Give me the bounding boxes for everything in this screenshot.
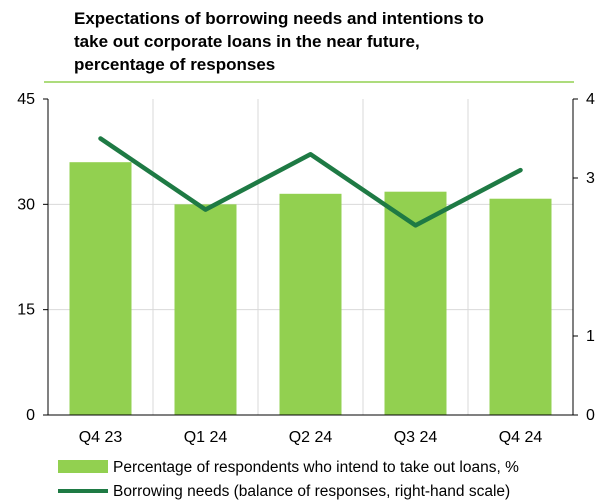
bar-3 [384, 191, 447, 415]
chart-title-line-3: percentage of responses [74, 55, 275, 74]
line-borrowing-needs [98, 136, 523, 228]
legend: Percentage of respondents who intend to … [58, 459, 519, 500]
chart-title-line-1: Expectations of borrowing needs and inte… [74, 9, 484, 28]
axes [43, 98, 578, 416]
bar-0 [69, 162, 132, 415]
right-tick-label-1: 1 [586, 328, 595, 345]
x-tick-label-0: Q4 23 [79, 429, 123, 446]
x-tick-label-4: Q4 24 [499, 429, 543, 446]
bar-series [69, 162, 552, 415]
bar-2 [279, 193, 342, 415]
tick-labels: 0 15 30 45 0 1 3 4 Q4 23 Q1 24 Q2 24 Q3 24 Q4 24 [17, 91, 595, 446]
line-series [98, 136, 523, 228]
x-tick-label-3: Q3 24 [394, 429, 438, 446]
x-tick-label-2: Q2 24 [289, 429, 333, 446]
right-tick-label-2: 3 [586, 170, 595, 187]
bar-1 [174, 204, 237, 415]
right-tick-label-3: 4 [586, 91, 595, 108]
left-tick-label-0: 0 [26, 407, 35, 424]
right-tick-label-0: 0 [586, 407, 595, 424]
chart-title-line-2: take out corporate loans in the near fut… [74, 32, 420, 51]
legend-line-label: Borrowing needs (balance of responses, r… [113, 483, 510, 500]
x-tick-label-1: Q1 24 [184, 429, 228, 446]
left-tick-label-2: 30 [17, 196, 35, 213]
legend-bar-swatch [58, 460, 108, 473]
left-tick-label-3: 45 [17, 91, 35, 108]
legend-bar-label: Percentage of respondents who intend to … [113, 459, 519, 476]
bar-4 [489, 198, 552, 415]
left-tick-label-1: 15 [17, 302, 35, 319]
